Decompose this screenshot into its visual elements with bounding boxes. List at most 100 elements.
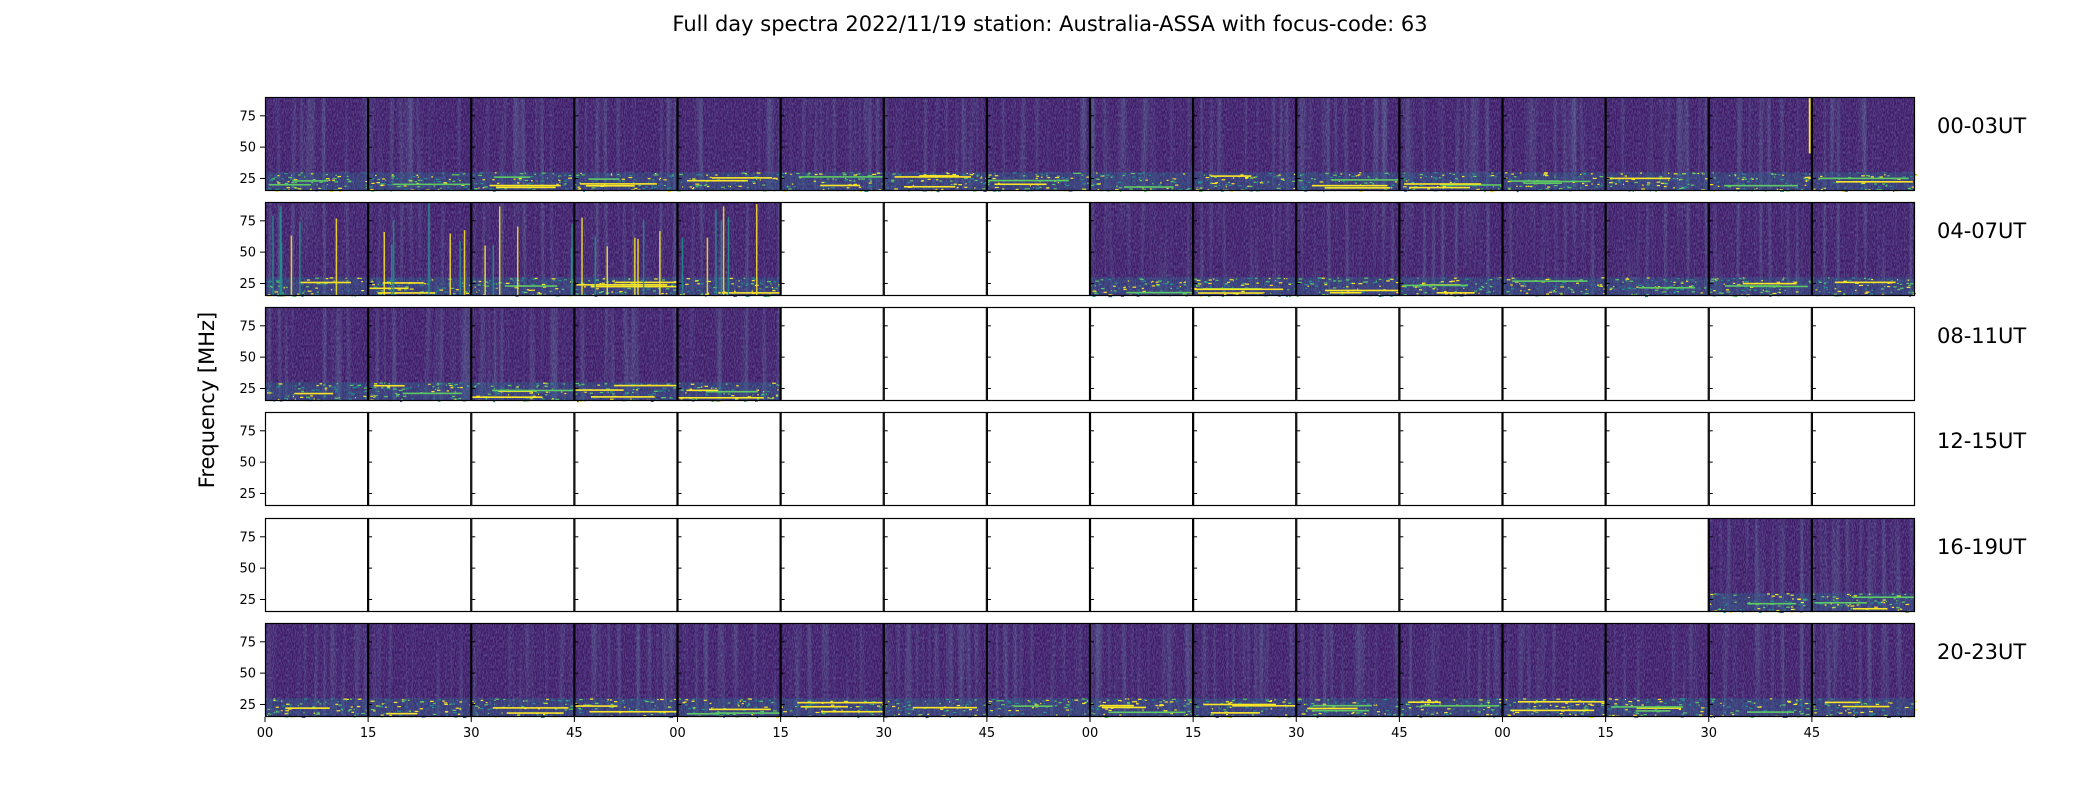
panel <box>1089 517 1194 613</box>
panel <box>1089 622 1196 719</box>
rfi-speck <box>647 182 651 184</box>
rfi-speck <box>703 281 706 283</box>
rfi-speck <box>1804 184 1807 186</box>
rfi-speck <box>965 710 970 712</box>
rfi-speck <box>394 397 398 400</box>
rfi-speck <box>1860 187 1863 189</box>
rfi-speck <box>623 706 626 708</box>
rfi-speck <box>735 387 740 389</box>
empty-panel <box>368 412 472 506</box>
rfi-speck <box>657 184 660 187</box>
rfi-speck <box>553 706 556 708</box>
rfi-speck <box>1622 281 1624 283</box>
rfi-speck <box>1132 279 1135 281</box>
rfi-band <box>986 698 1090 717</box>
panel <box>1089 411 1194 507</box>
rfi-speck <box>1868 277 1871 280</box>
rfi-speck <box>1151 285 1156 287</box>
rfi-speck <box>334 180 338 182</box>
rfi-speck <box>1211 708 1214 710</box>
rfi-speck <box>952 702 955 705</box>
panel <box>1605 96 1712 192</box>
rfi-speck <box>1813 188 1816 190</box>
rfi-speck <box>1301 186 1305 189</box>
empty-panel <box>1193 307 1297 401</box>
rfi-speck <box>1319 181 1324 183</box>
rfi-speck <box>1790 606 1794 608</box>
rfi-speck <box>1859 593 1863 595</box>
rfi-speck <box>349 698 353 700</box>
rfi-speck <box>1678 180 1682 182</box>
rfi-speck <box>750 283 755 285</box>
rfi-speck <box>1279 294 1282 296</box>
rfi-speck <box>423 701 427 703</box>
rfi-speck <box>1265 283 1267 285</box>
rfi-speck <box>666 187 669 190</box>
rfi-speck <box>384 382 386 384</box>
rfi-speck <box>514 392 516 394</box>
empty-panel <box>986 518 1090 612</box>
rfi-speck <box>880 715 883 717</box>
rfi-speck <box>1076 172 1079 174</box>
rfi-speck <box>1300 174 1305 176</box>
rfi-speck <box>267 390 271 392</box>
rfi-speck <box>1806 609 1808 611</box>
rfi-speck <box>817 185 819 188</box>
rfi-speck <box>814 173 818 176</box>
empty-panel <box>1502 307 1606 401</box>
rfi-speck <box>503 698 506 701</box>
rfi-speck <box>1080 705 1083 707</box>
rfi-speck <box>1391 184 1395 186</box>
rfi-speck <box>652 708 656 710</box>
rfi-speck <box>1692 285 1694 287</box>
rfi-speck <box>1867 284 1870 287</box>
interference-line <box>1203 703 1277 706</box>
rfi-speck <box>1139 187 1142 189</box>
rfi-speck <box>1408 278 1412 280</box>
rfi-speck <box>1765 287 1767 290</box>
rfi-speck <box>652 393 656 395</box>
panel <box>1502 96 1606 193</box>
rfi-speck <box>1152 183 1154 185</box>
empty-panel <box>471 412 575 506</box>
rfi-speck <box>646 186 648 188</box>
rfi-speck <box>1418 283 1422 286</box>
rfi-speck <box>460 386 463 389</box>
rfi-speck <box>1198 281 1200 284</box>
rfi-speck <box>1832 596 1836 598</box>
rfi-speck <box>923 174 927 176</box>
empty-panel <box>574 412 678 506</box>
rfi-speck <box>1355 175 1360 177</box>
rfi-speck <box>1113 285 1116 287</box>
rfi-speck <box>478 172 483 174</box>
rfi-speck <box>1718 292 1722 294</box>
rfi-speck <box>1584 292 1589 295</box>
y-tick-label: 25 <box>239 487 256 502</box>
rfi-speck <box>1081 702 1086 705</box>
rfi-speck <box>577 399 580 401</box>
rfi-speck <box>656 292 660 294</box>
rfi-speck <box>1220 190 1224 192</box>
rfi-speck <box>496 395 501 397</box>
rfi-speck <box>1015 702 1019 705</box>
rfi-speck <box>634 187 638 190</box>
rfi-speck <box>1045 699 1049 701</box>
rfi-speck <box>1482 285 1486 287</box>
rfi-speck <box>1776 609 1780 612</box>
rfi-speck <box>1771 172 1774 175</box>
rfi-speck <box>921 711 924 713</box>
rfi-speck <box>575 702 577 705</box>
rfi-speck <box>473 702 475 705</box>
rfi-speck <box>1421 283 1424 285</box>
rfi-speck <box>894 699 897 702</box>
interference-line <box>820 710 884 713</box>
rfi-speck <box>1600 285 1603 287</box>
rfi-speck <box>300 291 304 293</box>
rfi-speck <box>1196 714 1198 717</box>
rfi-speck <box>1198 181 1202 183</box>
rfi-speck <box>1645 295 1649 298</box>
rfi-speck <box>1027 699 1030 702</box>
rfi-speck <box>1454 178 1459 180</box>
rfi-speck <box>767 180 772 182</box>
rfi-speck <box>1744 178 1747 180</box>
